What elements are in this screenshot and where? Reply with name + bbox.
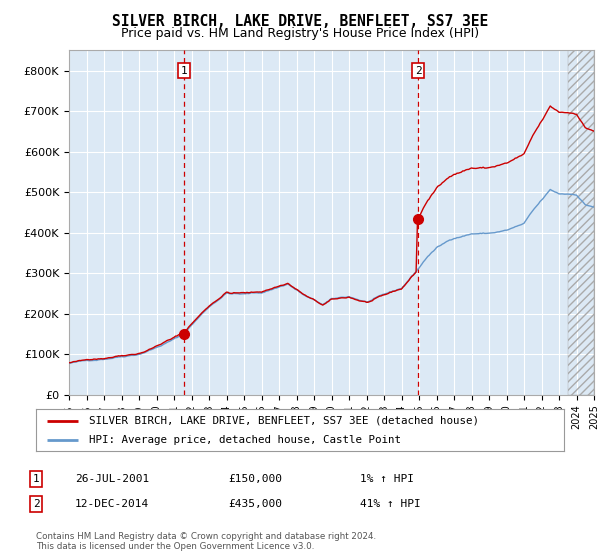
Text: 1% ↑ HPI: 1% ↑ HPI bbox=[360, 474, 414, 484]
Text: 12-DEC-2014: 12-DEC-2014 bbox=[75, 499, 149, 509]
Text: 2: 2 bbox=[32, 499, 40, 509]
Text: SILVER BIRCH, LAKE DRIVE, BENFLEET, SS7 3EE: SILVER BIRCH, LAKE DRIVE, BENFLEET, SS7 … bbox=[112, 14, 488, 29]
Text: Contains HM Land Registry data © Crown copyright and database right 2024.
This d: Contains HM Land Registry data © Crown c… bbox=[36, 532, 376, 552]
Text: Price paid vs. HM Land Registry's House Price Index (HPI): Price paid vs. HM Land Registry's House … bbox=[121, 27, 479, 40]
Text: 1: 1 bbox=[181, 66, 187, 76]
Text: 41% ↑ HPI: 41% ↑ HPI bbox=[360, 499, 421, 509]
Text: SILVER BIRCH, LAKE DRIVE, BENFLEET, SS7 3EE (detached house): SILVER BIRCH, LAKE DRIVE, BENFLEET, SS7 … bbox=[89, 416, 479, 426]
Text: 1: 1 bbox=[32, 474, 40, 484]
Text: 26-JUL-2001: 26-JUL-2001 bbox=[75, 474, 149, 484]
Text: £150,000: £150,000 bbox=[228, 474, 282, 484]
Text: £435,000: £435,000 bbox=[228, 499, 282, 509]
Text: HPI: Average price, detached house, Castle Point: HPI: Average price, detached house, Cast… bbox=[89, 435, 401, 445]
Text: 2: 2 bbox=[415, 66, 421, 76]
